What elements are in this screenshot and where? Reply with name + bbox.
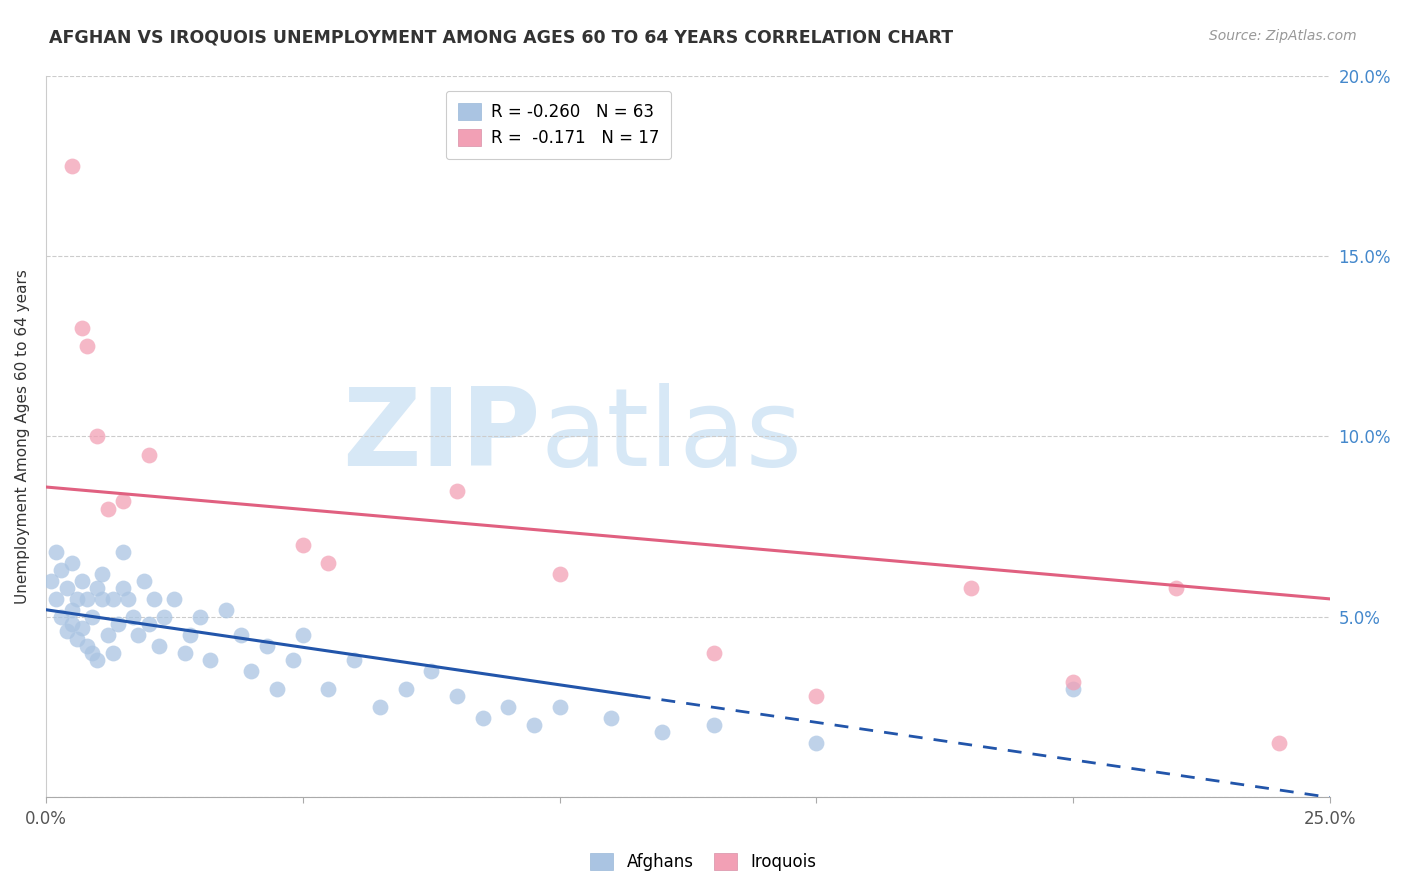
Point <box>82 610 104 624</box>
Point <box>97 628 120 642</box>
Point <box>51 610 73 624</box>
Legend: R = -0.260   N = 63, R =  -0.171   N = 17: R = -0.260 N = 63, R = -0.171 N = 17 <box>446 91 671 159</box>
Point <box>806 736 828 750</box>
Point <box>291 628 314 642</box>
Legend: Afghans, Iroquois: Afghans, Iroquois <box>582 845 824 880</box>
Point <box>122 610 145 624</box>
Point <box>101 591 124 606</box>
Point <box>153 610 176 624</box>
Point <box>60 617 83 632</box>
Point <box>806 690 828 704</box>
Point <box>91 566 114 581</box>
Point <box>60 603 83 617</box>
Point <box>132 574 155 588</box>
Point <box>111 545 134 559</box>
Point <box>82 646 104 660</box>
Point <box>45 591 67 606</box>
Y-axis label: Unemployment Among Ages 60 to 64 years: Unemployment Among Ages 60 to 64 years <box>15 269 30 604</box>
Point <box>60 159 83 173</box>
Point <box>111 494 134 508</box>
Text: Source: ZipAtlas.com: Source: ZipAtlas.com <box>1209 29 1357 43</box>
Point <box>138 448 160 462</box>
Point <box>523 718 546 732</box>
Text: ZIP: ZIP <box>342 384 540 490</box>
Point <box>39 574 62 588</box>
Point <box>70 574 93 588</box>
Point <box>498 700 520 714</box>
Point <box>163 591 186 606</box>
Point <box>97 501 120 516</box>
Point <box>1268 736 1291 750</box>
Point <box>148 639 170 653</box>
Point <box>138 617 160 632</box>
Point <box>1062 682 1084 697</box>
Point <box>173 646 195 660</box>
Point <box>368 700 391 714</box>
Point <box>446 690 468 704</box>
Point <box>281 653 304 667</box>
Point <box>1164 581 1187 595</box>
Point <box>76 591 98 606</box>
Point <box>111 581 134 595</box>
Point <box>55 624 77 639</box>
Point <box>55 581 77 595</box>
Point <box>188 610 211 624</box>
Point <box>1062 674 1084 689</box>
Point <box>66 632 89 646</box>
Text: atlas: atlas <box>540 384 803 490</box>
Point <box>703 646 725 660</box>
Point <box>446 483 468 498</box>
Point <box>70 621 93 635</box>
Point <box>548 700 571 714</box>
Point <box>266 682 288 697</box>
Point <box>548 566 571 581</box>
Point <box>91 591 114 606</box>
Point <box>60 556 83 570</box>
Text: AFGHAN VS IROQUOIS UNEMPLOYMENT AMONG AGES 60 TO 64 YEARS CORRELATION CHART: AFGHAN VS IROQUOIS UNEMPLOYMENT AMONG AG… <box>49 29 953 46</box>
Point <box>101 646 124 660</box>
Point <box>142 591 165 606</box>
Point <box>318 682 340 697</box>
Point <box>231 628 253 642</box>
Point <box>127 628 149 642</box>
Point <box>318 556 340 570</box>
Point <box>45 545 67 559</box>
Point <box>179 628 201 642</box>
Point <box>240 664 263 678</box>
Point <box>70 321 93 335</box>
Point <box>86 653 108 667</box>
Point <box>651 725 673 739</box>
Point <box>420 664 443 678</box>
Point <box>703 718 725 732</box>
Point <box>51 563 73 577</box>
Point <box>76 639 98 653</box>
Point <box>66 591 89 606</box>
Point <box>117 591 139 606</box>
Point <box>76 339 98 353</box>
Point <box>959 581 981 595</box>
Point <box>394 682 416 697</box>
Point <box>200 653 222 667</box>
Point <box>343 653 366 667</box>
Point <box>256 639 278 653</box>
Point <box>215 603 238 617</box>
Point <box>600 711 623 725</box>
Point <box>86 581 108 595</box>
Point <box>471 711 494 725</box>
Point <box>107 617 129 632</box>
Point <box>86 429 108 443</box>
Point <box>291 538 314 552</box>
